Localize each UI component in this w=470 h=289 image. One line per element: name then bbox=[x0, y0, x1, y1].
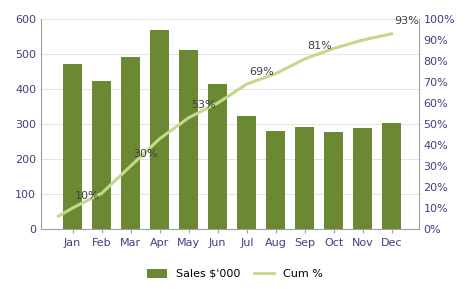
Bar bbox=[353, 128, 372, 229]
Text: 69%: 69% bbox=[249, 67, 274, 77]
Bar bbox=[296, 127, 314, 229]
Bar bbox=[150, 30, 169, 229]
Bar bbox=[324, 132, 343, 229]
Bar bbox=[180, 51, 198, 229]
Legend: Sales $'000, Cum %: Sales $'000, Cum % bbox=[143, 264, 327, 284]
Text: 93%: 93% bbox=[394, 16, 419, 26]
Bar bbox=[208, 84, 227, 229]
Text: 10%: 10% bbox=[75, 190, 100, 201]
Bar bbox=[266, 131, 285, 229]
Bar bbox=[383, 123, 401, 229]
Text: 53%: 53% bbox=[191, 100, 216, 110]
Bar bbox=[121, 57, 140, 229]
Bar bbox=[237, 116, 256, 229]
Text: 30%: 30% bbox=[133, 149, 157, 159]
Text: 81%: 81% bbox=[307, 41, 332, 51]
Bar bbox=[92, 81, 111, 229]
Bar bbox=[63, 64, 82, 229]
